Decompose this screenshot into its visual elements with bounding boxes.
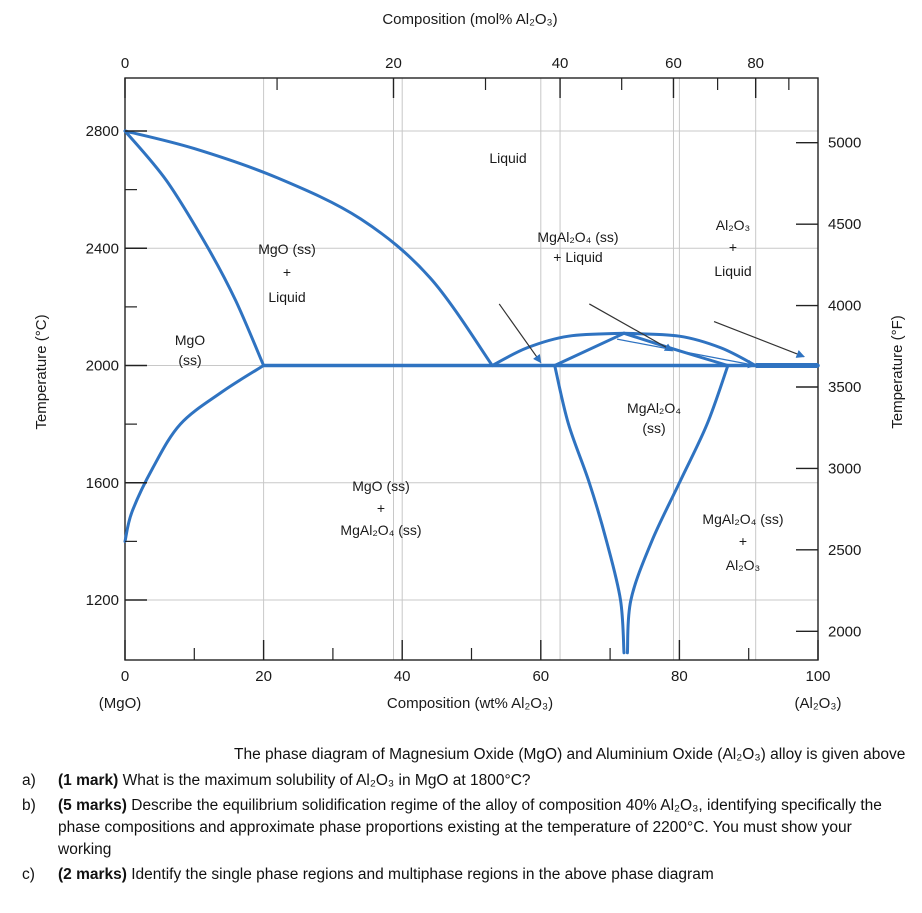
question-text: Describe the equilibrium solidification … [58, 797, 882, 858]
question-item: b) (5 marks) Describe the equilibrium so… [22, 795, 882, 861]
region-mgo-liquid-line1: MgO (ss) [258, 241, 316, 257]
region-mgo-spinel-line3: MgAl₂O₄ (ss) [340, 522, 421, 538]
x-tick-label-top: 20 [385, 55, 402, 72]
region-alumina-liquid-line3: Liquid [714, 263, 751, 279]
region-mgo-spinel-line2: + [377, 500, 385, 516]
question-item: c) (2 marks) Identify the single phase r… [22, 864, 882, 886]
region-spinel-liquid-line2: + Liquid [553, 249, 602, 265]
region-liquid-label: Liquid [489, 150, 526, 166]
x-tick-label-bottom: 60 [532, 668, 549, 685]
phase-boundary-spinel-liq-right [622, 331, 758, 367]
left-axis-title: Temperature (°C) [33, 314, 50, 429]
y-tick-label-right: 3000 [828, 460, 861, 477]
phase-boundary-spinel-liq-left [490, 331, 626, 367]
right-axis-title: Temperature (°F) [889, 315, 906, 429]
phase-boundary-spinel-sol-right [622, 331, 730, 367]
y-tick-label-right: 3500 [828, 379, 861, 396]
y-tick-label-left: 2000 [86, 358, 119, 375]
y-tick-label-right: 4000 [828, 298, 861, 315]
annotation-arrow [713, 320, 805, 358]
phase-diagram-chart: 2800240020001600120050004500400035003000… [33, 11, 906, 712]
phase-diagram-figure: 2800 2400 2000 1600 1200 5000 4500 4000 3500 3000… [0, 0, 922, 740]
question-label: b) [22, 797, 36, 814]
y-tick-label-right: 2500 [828, 542, 861, 559]
y-tick-label-right: 4500 [828, 216, 861, 233]
region-spinel-alumina-line2: + [739, 533, 747, 549]
region-spinel-ss-line1: MgAl₂O₄ [627, 400, 681, 416]
y-tick-label-right: 2000 [828, 623, 861, 640]
question-label: c) [22, 866, 35, 883]
question-marks: (5 marks) [58, 797, 127, 814]
region-spinel-liquid-line1: MgAl₂O₄ (ss) [537, 229, 618, 245]
plot-frame [124, 77, 819, 661]
annotation-arrow [589, 303, 674, 352]
question-intro: The phase diagram of Magnesium Oxide (Mg… [234, 746, 906, 763]
region-mgo-ss-line1: MgO [175, 332, 205, 348]
phase-boundary-spinel-solvus-right [625, 364, 730, 655]
x-tick-label-bottom: 80 [671, 668, 688, 685]
question-item: a) (1 mark) What is the maximum solubili… [22, 770, 882, 792]
y-tick-label-left: 1200 [86, 592, 119, 609]
region-mgo-spinel-line1: MgO (ss) [352, 478, 410, 494]
bottom-axis-title: Composition (wt% Al₂O₃) [387, 695, 553, 712]
x-tick-label-bottom: 0 [121, 668, 129, 685]
x-tick-label-top: 80 [747, 55, 764, 72]
region-spinel-ss-line2: (ss) [642, 420, 665, 436]
phase-boundary-spinel-sol-left [553, 331, 626, 367]
question-marks: (2 marks) [58, 866, 127, 883]
y-tick-label-left: 2800 [86, 123, 119, 140]
question-marks: (1 mark) [58, 772, 119, 789]
y-tick-label-right: 5000 [828, 135, 861, 152]
question-body: (1 mark) What is the maximum solubility … [58, 770, 531, 792]
question-list: a) (1 mark) What is the maximum solubili… [22, 770, 882, 889]
question-text: Identify the single phase regions and mu… [126, 866, 714, 883]
region-alumina-liquid-line1: Al₂O₃ [716, 217, 750, 233]
question-body: (5 marks) Describe the equilibrium solid… [58, 795, 882, 861]
region-mgo-liquid-line2: + [283, 264, 291, 280]
phase-boundary-liquidus-center [123, 129, 494, 367]
x-tick-label-bottom: 20 [255, 668, 272, 685]
phase-boundary-spinel-solvus-left [553, 364, 626, 655]
region-alumina-liquid-line2: + [729, 239, 737, 255]
region-spinel-alumina-line1: MgAl₂O₄ (ss) [702, 511, 783, 527]
question-panel: The phase diagram of Magnesium Oxide (Mg… [0, 740, 922, 913]
x-tick-label-top: 0 [121, 55, 129, 72]
mgo-end-label: (MgO) [99, 695, 142, 712]
annotation-arrow [498, 303, 542, 364]
top-axis-title: Composition (mol% Al₂O₃) [382, 11, 557, 28]
question-body: (2 marks) Identify the single phase regi… [58, 864, 714, 886]
al2o3-end-label: (Al₂O₃) [795, 695, 842, 712]
annotation-arrow [616, 338, 757, 369]
y-tick-label-left: 2400 [86, 240, 119, 257]
x-tick-label-bottom: 100 [805, 668, 830, 685]
y-tick-label-left: 1600 [86, 475, 119, 492]
region-mgo-ss-line2: (ss) [178, 352, 201, 368]
region-spinel-alumina-line3: Al₂O₃ [726, 557, 760, 573]
question-text: What is the maximum solubility of Al₂O₃ … [118, 772, 531, 789]
phase-boundary-mgo-solvus [123, 364, 266, 543]
region-mgo-liquid-line3: Liquid [268, 289, 305, 305]
question-label: a) [22, 772, 36, 789]
x-tick-label-bottom: 40 [394, 668, 411, 685]
phase-boundary-mgo-liquidus [123, 129, 266, 367]
x-tick-label-top: 60 [665, 55, 682, 72]
x-tick-label-top: 40 [552, 55, 569, 72]
